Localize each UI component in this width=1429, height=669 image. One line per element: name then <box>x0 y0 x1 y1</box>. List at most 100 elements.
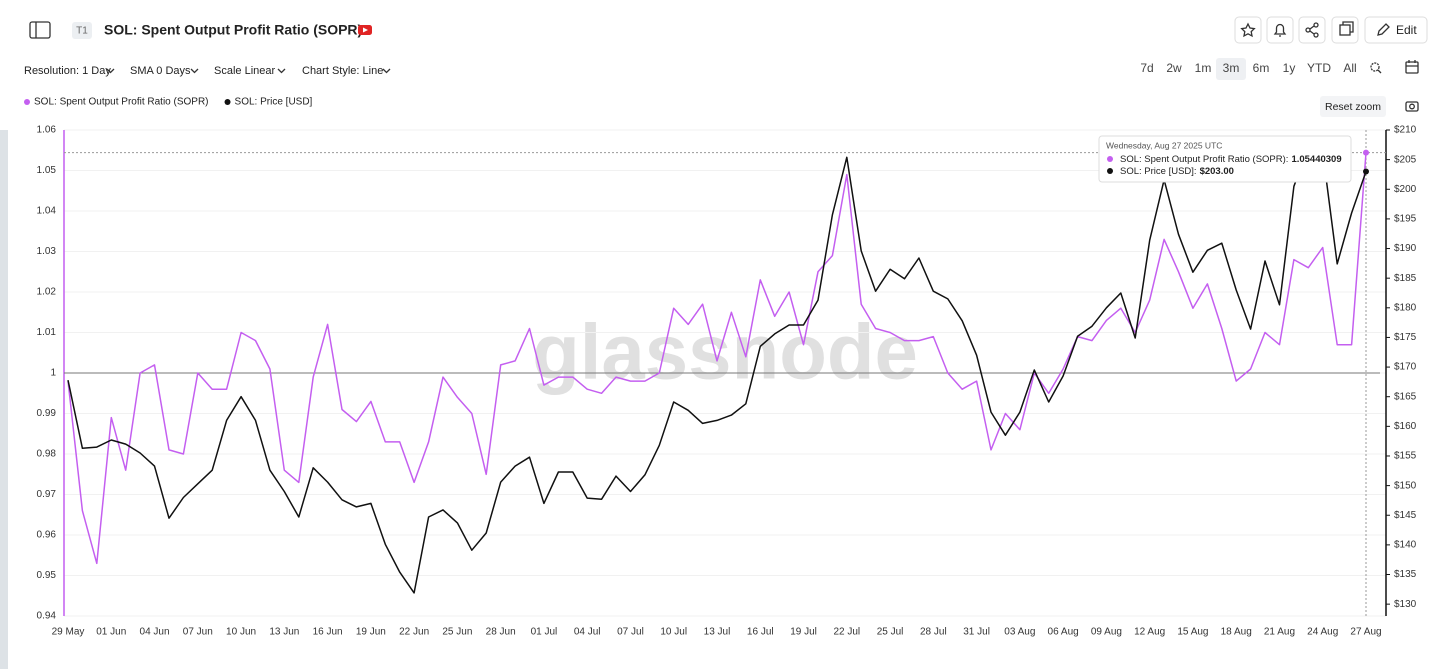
x-tick-label: 04 Jul <box>574 627 601 638</box>
zoom-icon[interactable] <box>1370 62 1382 74</box>
tooltip-value: 1.05440309 <box>1291 154 1341 165</box>
edit-button[interactable]: Edit <box>1364 16 1428 44</box>
y2-tick-label: $205 <box>1394 154 1417 165</box>
range-label: 3m <box>1223 61 1240 75</box>
tooltip-name: SOL: Price [USD]: <box>1120 166 1197 177</box>
y-tick-label: 0.97 <box>37 489 57 500</box>
x-tick-label: 28 Jul <box>920 627 947 638</box>
range-label: 2w <box>1166 61 1182 75</box>
sidebar-toggle[interactable] <box>29 21 51 39</box>
y2-tick-label: $210 <box>1394 125 1417 136</box>
x-tick-label: 04 Jun <box>140 627 170 638</box>
range-button[interactable]: All <box>1343 61 1356 75</box>
legend-label: SOL: Price [USD] <box>235 97 313 108</box>
range-buttons: 7d 2w 1m 3m 6m 1y YTD All <box>1140 58 1357 80</box>
y2-tick-label: $130 <box>1394 599 1417 610</box>
x-tick-label: 10 Jul <box>660 627 687 638</box>
x-tick-label: 31 Jul <box>963 627 990 638</box>
range-button[interactable]: 1y <box>1283 61 1296 75</box>
y-tick-label: 0.96 <box>37 530 57 541</box>
x-tick-label: 27 Aug <box>1350 627 1381 638</box>
y-tick-label: 1.04 <box>37 206 57 217</box>
y-tick-label: 0.98 <box>37 449 57 460</box>
y-tick-label: 1.06 <box>37 125 57 136</box>
reset-zoom-button[interactable]: Reset zoom <box>1320 96 1386 117</box>
x-tick-label: 12 Aug <box>1134 627 1165 638</box>
range-label: All <box>1343 61 1356 75</box>
x-tick-label: 25 Jul <box>877 627 904 638</box>
legend-dot <box>224 99 231 105</box>
y2-tick-label: $170 <box>1394 362 1417 373</box>
youtube-icon[interactable] <box>358 25 372 35</box>
range-label: 7d <box>1140 61 1153 75</box>
x-tick-label: 07 Jun <box>183 627 213 638</box>
badge-bg <box>72 22 92 39</box>
tooltip-box <box>1098 135 1352 183</box>
x-tick-label: 18 Aug <box>1221 627 1252 638</box>
y-tick-label: 1.01 <box>37 327 57 338</box>
x-tick-label: 24 Aug <box>1307 627 1338 638</box>
x-tick-label: 06 Aug <box>1048 627 1079 638</box>
tooltip-date: Wednesday, Aug 27 2025 UTC <box>1106 140 1222 150</box>
y-tick-label: 0.99 <box>37 408 57 419</box>
share-button[interactable] <box>1298 16 1326 44</box>
badge: T1 <box>76 26 88 37</box>
range-label: YTD <box>1307 61 1331 75</box>
range-button[interactable]: 3m <box>1216 58 1246 80</box>
y-tick-label: 1.05 <box>37 165 57 176</box>
dropdown-label: Resolution: 1 Day <box>24 65 111 77</box>
copy-button[interactable] <box>1331 16 1359 44</box>
series-line <box>67 147 1367 594</box>
y-tick-label: 1.03 <box>37 246 57 257</box>
x-tick-label: 22 Jul <box>833 627 860 638</box>
x-tick-label: 15 Aug <box>1177 627 1208 638</box>
x-tick-label: 13 Jul <box>704 627 731 638</box>
y2-tick-label: $140 <box>1394 540 1417 551</box>
calendar-button[interactable] <box>1405 60 1419 74</box>
range-button[interactable]: 1m <box>1195 61 1212 75</box>
range-button[interactable]: 7d <box>1140 61 1153 75</box>
range-active-bg <box>1216 58 1246 80</box>
y-tick-label: 1.02 <box>37 287 57 298</box>
tooltip-row: SOL: Spent Output Profit Ratio (SOPR): 1.… <box>1120 154 1342 165</box>
tooltip-name: SOL: Spent Output Profit Ratio (SOPR): <box>1120 154 1288 165</box>
watermark: glassnode <box>532 308 918 396</box>
resolution-dropdown[interactable]: Resolution: 1 Day <box>24 65 115 77</box>
range-button[interactable]: YTD <box>1307 61 1331 75</box>
plot: SOL: Spent Output Profit Ratio (SOPR) SOL… <box>24 97 1417 638</box>
reset-zoom-label: Reset zoom <box>1325 101 1381 113</box>
alert-button[interactable] <box>1266 16 1294 44</box>
range-label: 1m <box>1195 61 1212 75</box>
y2-tick-label: $155 <box>1394 451 1417 462</box>
tooltip-value: $203.00 <box>1200 166 1234 177</box>
legend-label: SOL: Spent Output Profit Ratio (SOPR) <box>34 97 209 108</box>
style-dropdown[interactable]: Chart Style: Line <box>302 65 391 77</box>
y2-tick-label: $135 <box>1394 569 1417 580</box>
x-tick-label: 01 Jul <box>531 627 558 638</box>
y2-tick-label: $200 <box>1394 184 1417 195</box>
sma-dropdown[interactable]: SMA 0 Days <box>130 65 199 77</box>
x-tick-label: 29 May <box>52 627 85 638</box>
x-tick-label: 07 Jul <box>617 627 644 638</box>
range-button[interactable]: 2w <box>1166 61 1182 75</box>
x-tick-label: 03 Aug <box>1004 627 1035 638</box>
y2-tick-label: $190 <box>1394 243 1417 254</box>
scale-dropdown[interactable]: Scale Linear <box>214 65 286 77</box>
tooltip-dot <box>1107 168 1113 174</box>
y2-tick-label: $165 <box>1394 391 1417 402</box>
x-tick-label: 19 Jun <box>356 627 386 638</box>
y2-tick-label: $175 <box>1394 332 1417 343</box>
star-button[interactable] <box>1234 16 1262 44</box>
x-tick-label: 21 Aug <box>1264 627 1295 638</box>
x-tick-label: 25 Jun <box>442 627 472 638</box>
camera-button[interactable] <box>1405 101 1419 112</box>
series-line <box>67 152 1367 565</box>
range-button[interactable]: 6m <box>1253 61 1270 75</box>
edit-label: Edit <box>1396 23 1417 37</box>
x-tick-label: 10 Jun <box>226 627 256 638</box>
y2-tick-label: $195 <box>1394 214 1417 225</box>
tooltip: Wednesday, Aug 27 2025 UTC SOL: Spent Out… <box>1098 135 1352 183</box>
y2-tick-label: $185 <box>1394 273 1417 284</box>
y-tick-label: 1 <box>50 368 56 379</box>
x-tick-label: 28 Jun <box>486 627 516 638</box>
